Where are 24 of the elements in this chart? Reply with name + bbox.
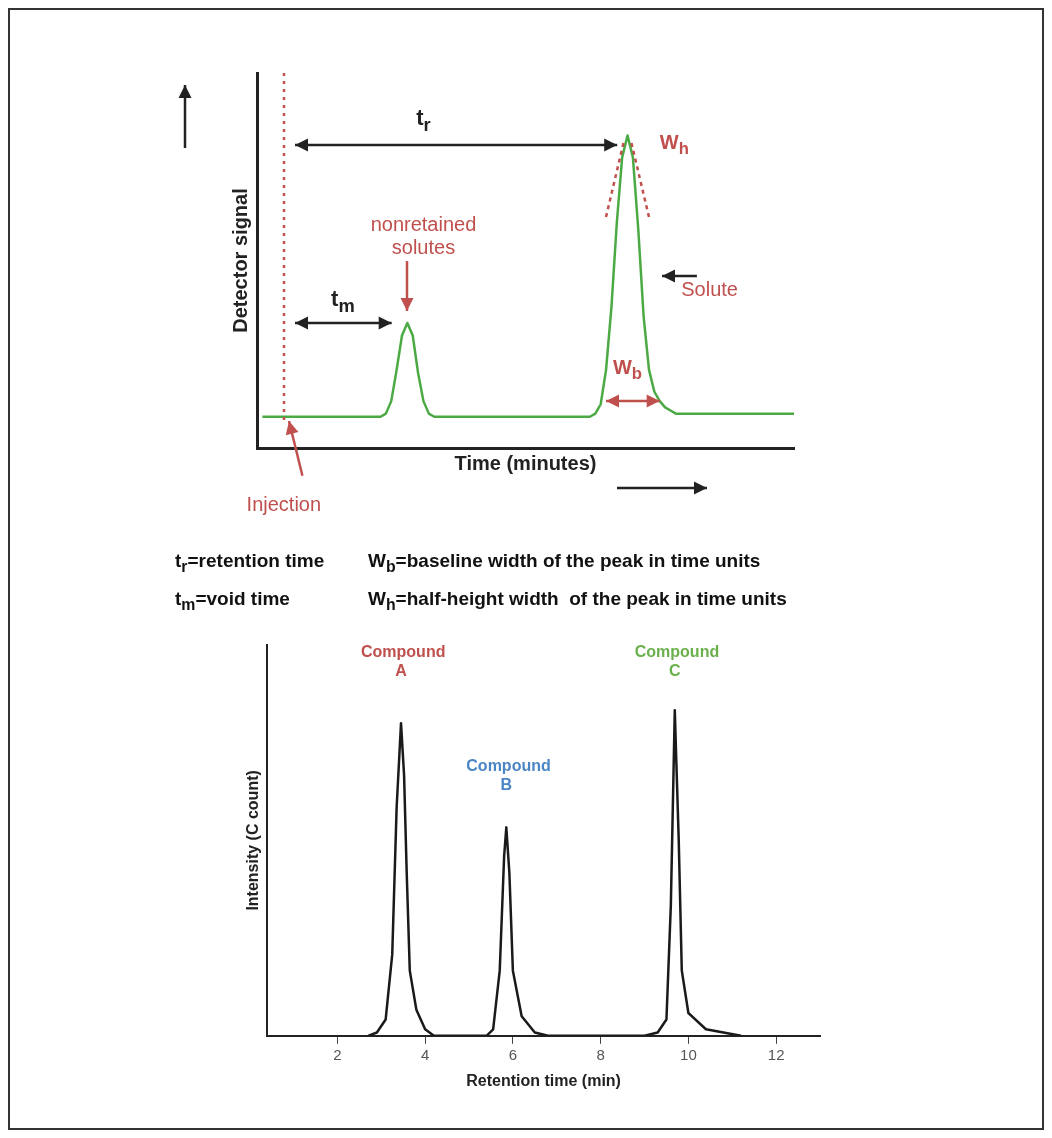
text: Compound A	[361, 642, 446, 680]
y-axis-title: Intensity (C count)	[244, 770, 262, 911]
text: W$_{b}$=baseline width of the peak in time units	[368, 550, 761, 576]
annotation: Solute	[681, 277, 738, 301]
x-axis-title: Time (minutes)	[454, 451, 597, 474]
annotation: Compound B	[466, 756, 551, 794]
x-tick-label: 10	[680, 1045, 697, 1063]
x-axis-title: Retention time (min)	[466, 1071, 621, 1089]
text: W$_{h}$=half-height width of the peak in time units	[368, 588, 787, 614]
text: t$_{r}$=retention time	[175, 550, 325, 576]
text: t$_{r}$	[416, 105, 431, 135]
x-tick-label: 4	[420, 1045, 430, 1063]
x-tick-label: 12	[767, 1045, 785, 1063]
x-tick-label: 6	[508, 1045, 518, 1063]
x-tick-label: 8	[596, 1045, 605, 1063]
y-axis-title: Detector signal	[228, 188, 251, 333]
annotation: nonretained solutes	[369, 212, 478, 259]
annotation: W$_{b}$	[612, 356, 643, 384]
text: Compound C	[634, 642, 720, 680]
annotation: t$_{m}$	[331, 286, 355, 316]
text: Injection	[246, 492, 322, 516]
annotation: W$_{h}$	[659, 131, 689, 159]
text: t$_{m}$=void time	[175, 588, 290, 614]
x-tick-label: 2	[333, 1045, 342, 1063]
